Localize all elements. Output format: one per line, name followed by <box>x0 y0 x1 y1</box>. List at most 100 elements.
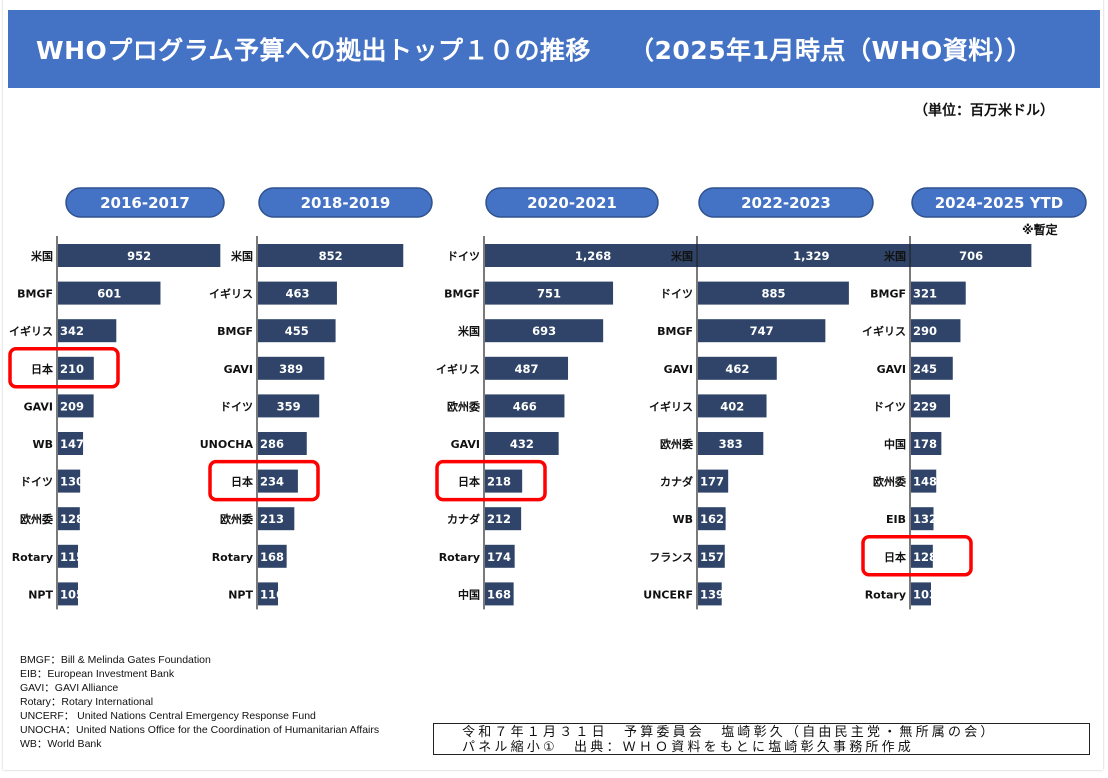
bar <box>698 432 764 455</box>
japan-highlight-box <box>8 347 120 389</box>
bar <box>58 244 221 267</box>
bar <box>698 319 826 343</box>
chart-panel-2022-2023: 2022-2023 1,329 米国 885 ドイツ 747 BMGF 462 GAVI 402 イ… <box>643 187 925 610</box>
value-label: 342 <box>60 324 84 338</box>
category-label: GAVI <box>664 363 693 376</box>
bar <box>485 544 515 568</box>
category-label: GAVI <box>224 363 253 376</box>
category-label: イギリス <box>9 324 53 338</box>
title-bar: WHOプログラム予算への拠出トップ１０の推移 （2025年1月時点（WHO資料）… <box>8 10 1100 88</box>
period-header <box>485 187 659 218</box>
value-label: 157 <box>700 550 724 564</box>
bar <box>485 356 569 380</box>
value-label: 178 <box>913 437 937 451</box>
category-label: カナダ <box>660 475 693 489</box>
bar <box>258 469 298 493</box>
chart-panel-2016-2017: 2016-2017 952 米国 601 BMGF 342 イギリス 210 日本 209 GAVI… <box>8 187 225 610</box>
value-label: 212 <box>487 512 511 526</box>
bar <box>258 582 278 606</box>
note-line: GAVI：GAVI Alliance <box>20 682 119 694</box>
period-label: 2024-2025 YTD <box>935 194 1064 212</box>
bar <box>911 281 966 305</box>
note-line: BMGF：Bill & Melinda Gates Foundation <box>20 654 211 666</box>
value-label: 177 <box>700 475 724 489</box>
category-label: 米国 <box>230 249 253 263</box>
value-label: 432 <box>510 437 534 451</box>
category-label: 欧州委 <box>873 475 907 489</box>
category-label: Rotary <box>865 588 906 601</box>
bar <box>58 432 84 455</box>
bar <box>58 356 94 380</box>
bar <box>698 469 729 493</box>
bar <box>58 507 80 531</box>
category-label: GAVI <box>24 400 53 413</box>
category-label: WB <box>672 513 693 526</box>
bar <box>258 281 337 305</box>
category-label: 欧州委 <box>447 399 481 413</box>
period-label: 2016-2017 <box>100 194 190 212</box>
value-label: 402 <box>720 399 744 413</box>
provisional-note: ※暫定 <box>1022 223 1058 237</box>
value-label: 466 <box>513 399 537 413</box>
value-label: 213 <box>260 512 284 526</box>
chart-panel-2024-2025 YTD: 2024-2025 YTD 706 米国 321 BMGF 290 イギリス 245 GAVI 2… <box>861 187 1087 610</box>
bar <box>485 319 604 343</box>
category-label: ドイツ <box>660 288 693 301</box>
category-label: 日本 <box>31 362 53 376</box>
value-label: 290 <box>913 324 937 338</box>
bar <box>258 356 325 380</box>
category-label: UNCERF <box>643 588 693 601</box>
bar <box>911 319 961 343</box>
value-label: 174 <box>487 550 511 564</box>
bar <box>485 469 523 493</box>
value-label: 389 <box>279 362 303 376</box>
category-label: EIB <box>886 513 906 526</box>
japan-highlight-box <box>208 459 320 502</box>
value-label: 487 <box>515 362 539 376</box>
category-label: 日本 <box>458 475 480 489</box>
bar <box>58 469 81 493</box>
period-label: 2020-2021 <box>527 194 617 212</box>
bar <box>698 244 925 267</box>
category-label: 欧州委 <box>220 512 254 526</box>
category-label: BMGF <box>17 288 53 301</box>
bar <box>485 244 702 267</box>
value-label: 105 <box>60 587 84 601</box>
category-label: BMGF <box>657 325 693 338</box>
bar <box>911 469 937 493</box>
category-label: ドイツ <box>873 400 906 413</box>
page-title: WHOプログラム予算への拠出トップ１０の推移 <box>36 36 592 65</box>
value-label: 139 <box>700 587 724 601</box>
value-label: 115 <box>60 550 84 564</box>
value-label: 321 <box>913 287 937 301</box>
value-label: 103 <box>913 587 937 601</box>
period-header <box>258 187 433 218</box>
chart-panel-2020-2021: 2020-2021 1,268 ドイツ 751 BMGF 693 米国 487 イギリス 466 欧… <box>435 187 702 610</box>
category-label: 米国 <box>457 324 480 338</box>
value-label: 128 <box>913 550 937 564</box>
value-label: 218 <box>487 475 511 489</box>
value-label: 210 <box>60 362 84 376</box>
note-line: UNCERF： United Nations Central Emergency… <box>20 710 316 722</box>
bar <box>258 507 295 531</box>
value-label: 162 <box>700 512 724 526</box>
category-label: NPT <box>228 588 253 601</box>
category-label: BMGF <box>444 288 480 301</box>
bar <box>698 394 767 418</box>
source-box: 令和７年１月３１日 予算委員会 塩崎彰久（自由民主党・無所属の会） パネル縮小①… <box>433 723 1090 755</box>
category-label: 欧州委 <box>660 437 694 451</box>
chart-panel-2018-2019: 2018-2019 852 米国 463 イギリス 455 BMGF 389 GAVI 359 ドイ… <box>200 187 433 610</box>
category-label: GAVI <box>877 363 906 376</box>
period-label: 2022-2023 <box>741 194 831 212</box>
category-label: イギリス <box>209 287 253 301</box>
category-label: GAVI <box>451 438 480 451</box>
value-label: 245 <box>913 362 937 376</box>
bar <box>58 281 161 305</box>
bar <box>258 544 287 568</box>
bar <box>698 281 849 305</box>
category-label: Rotary <box>212 551 253 564</box>
category-label: BMGF <box>870 288 906 301</box>
category-label: 米国 <box>883 249 906 263</box>
category-label: カナダ <box>447 512 480 526</box>
abbreviation-notes: BMGF：Bill & Melinda Gates Foundation EIB… <box>20 653 379 751</box>
